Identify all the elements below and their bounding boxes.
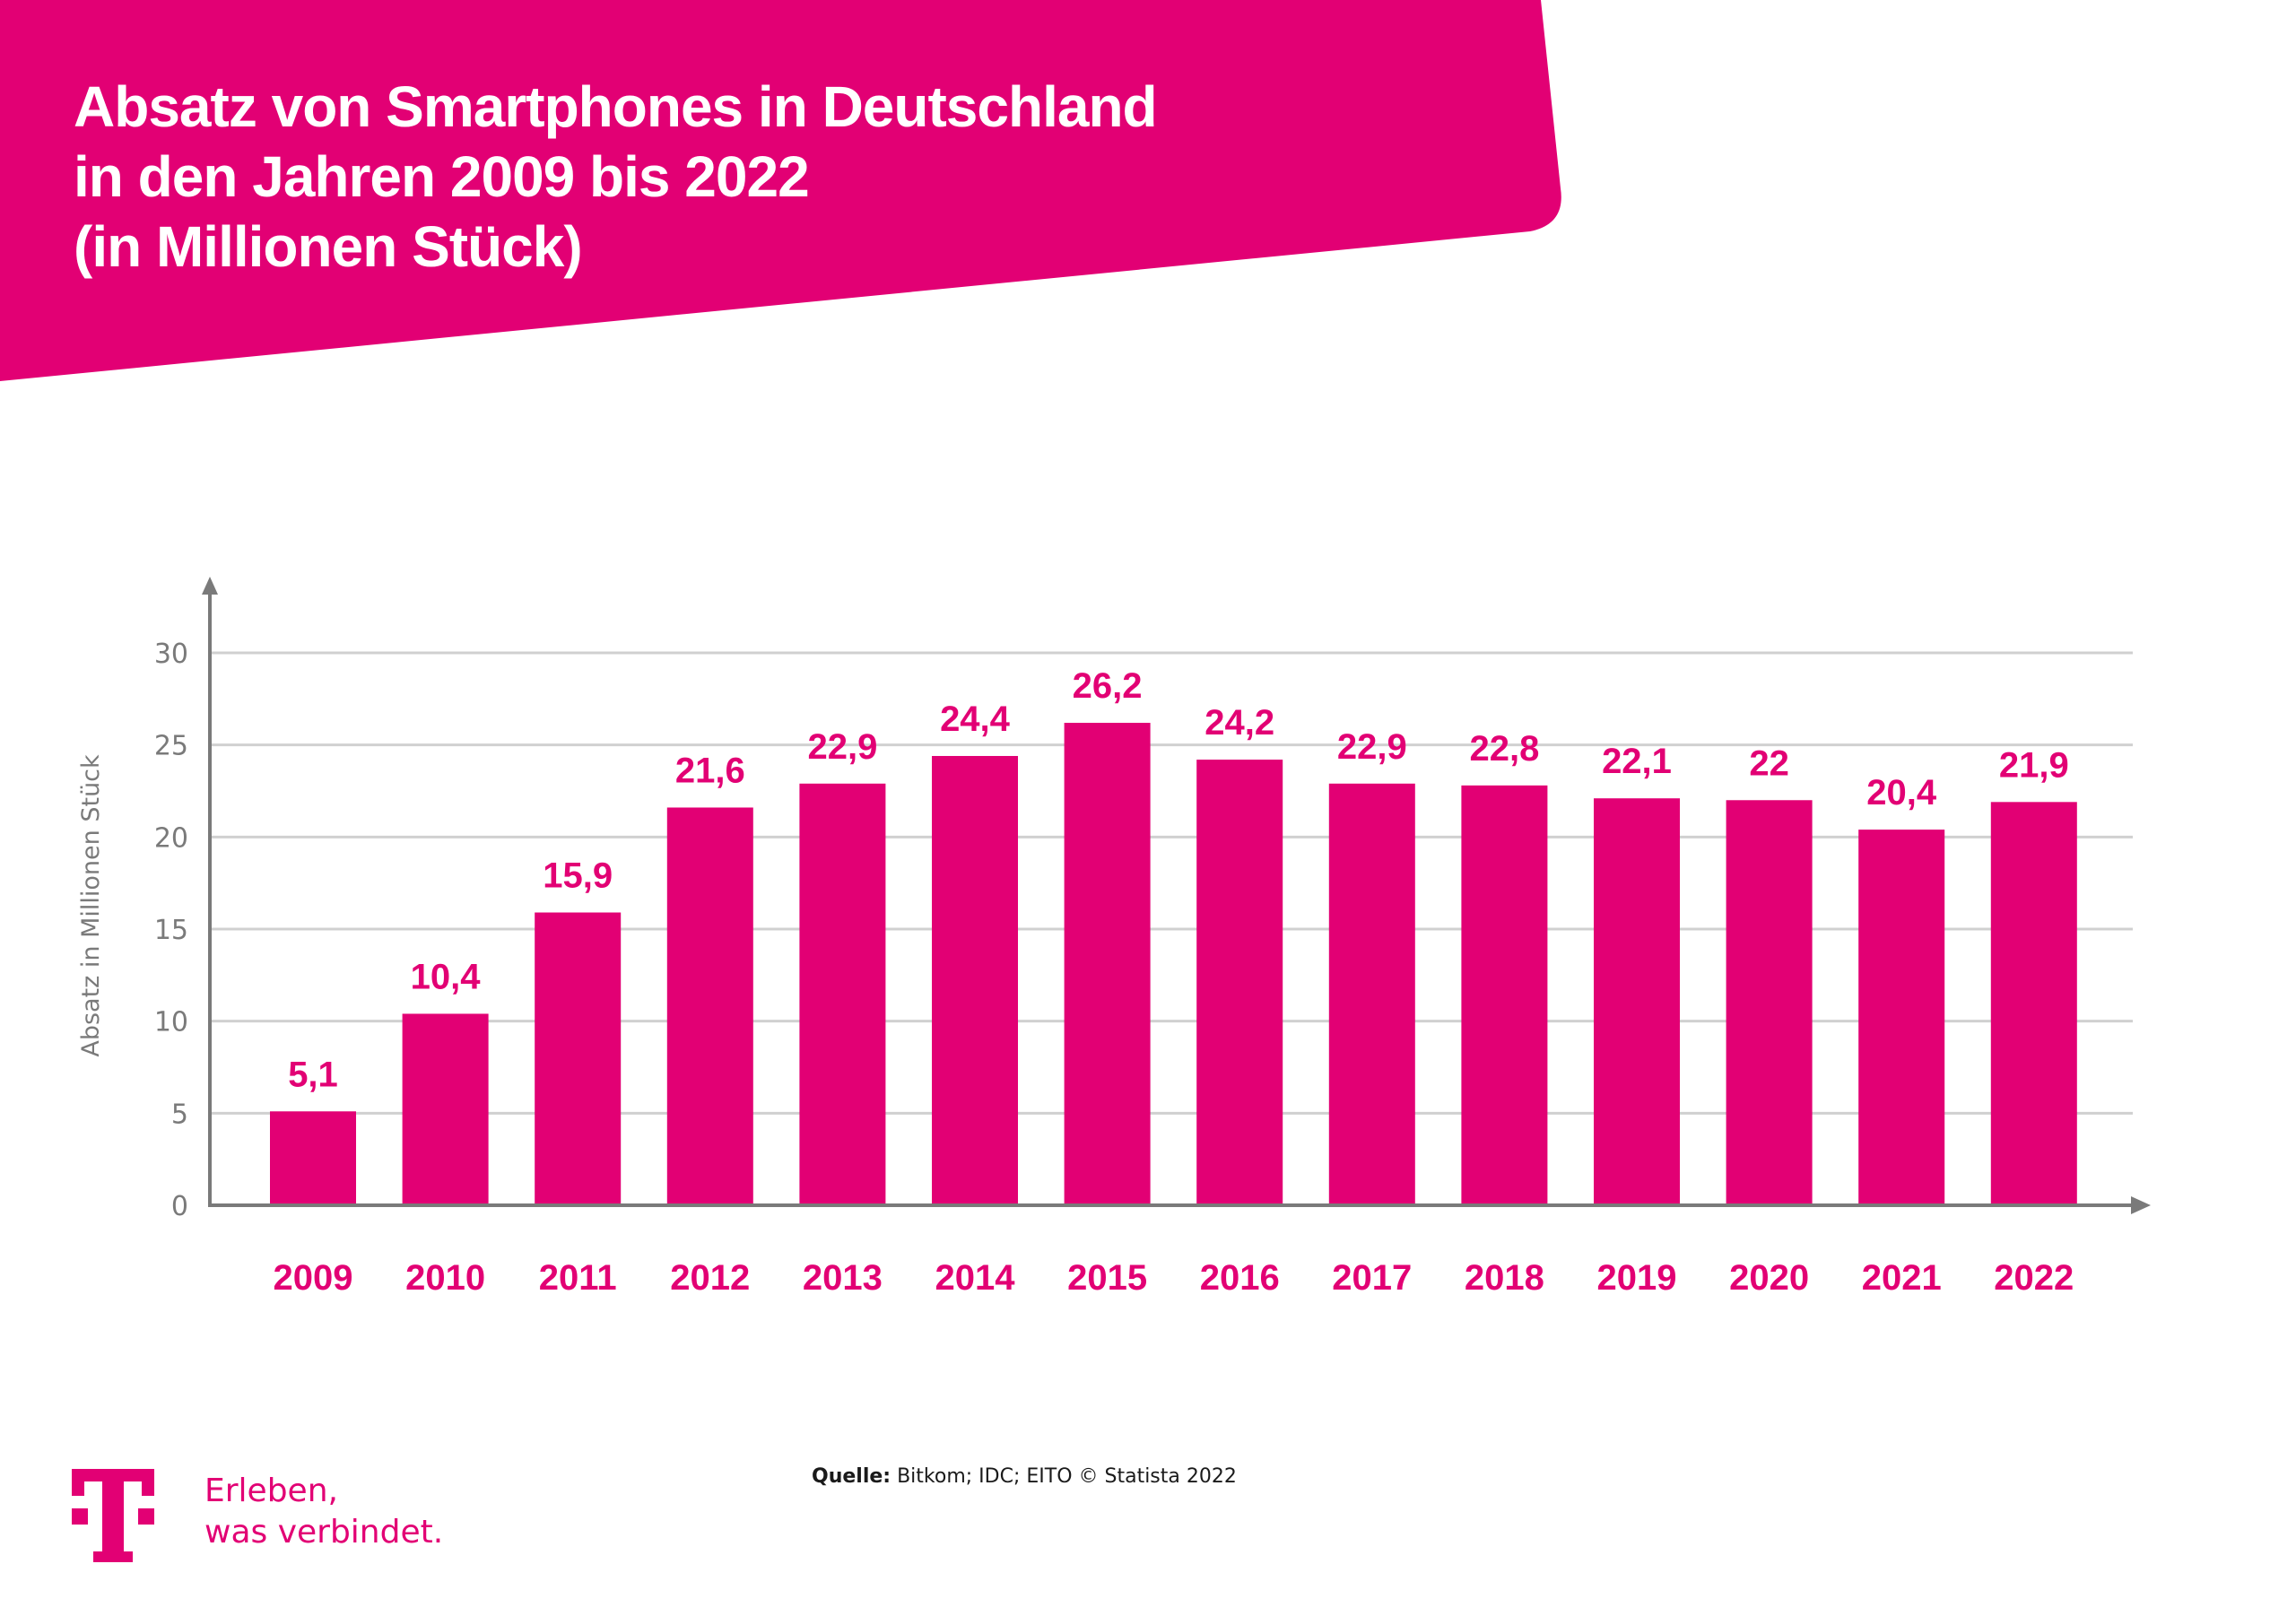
x-tick-labels: 2009 2010 2011 2012 2013 2014 2015 2016 2017 2018… (274, 1258, 2074, 1298)
x-tick-label: 2019 (1597, 1258, 1677, 1298)
page-title: Absatz von Smartphones in Deutschland in… (74, 72, 1158, 282)
x-tick-label: 2018 (1465, 1258, 1544, 1298)
bar-2013 (799, 783, 886, 1205)
value-label: 22,9 (1337, 727, 1407, 767)
bar-2017 (1328, 783, 1415, 1205)
source-label: Quelle: (812, 1465, 891, 1488)
y-tick-labels: 0 5 10 15 20 25 30 (154, 639, 188, 1222)
x-tick-label: 2013 (803, 1258, 883, 1298)
value-label: 24,4 (940, 699, 1011, 739)
source-text: Bitkom; IDC; EITO © Statista 2022 (891, 1465, 1237, 1488)
value-label: 15,9 (543, 856, 613, 896)
x-tick-label: 2016 (1200, 1258, 1280, 1298)
bar-2016 (1196, 760, 1283, 1205)
value-label: 26,2 (1073, 666, 1143, 706)
gridlines (210, 651, 2133, 1115)
bar-2009 (270, 1111, 356, 1205)
y-axis-label: Absatz in Millionen Stück (77, 754, 105, 1057)
value-label: 22 (1749, 743, 1789, 783)
bar-2010 (402, 1013, 489, 1205)
slogan-line-2: was verbindet. (204, 1514, 444, 1551)
bar-2018 (1461, 785, 1548, 1205)
x-axis-arrow-icon (2131, 1196, 2151, 1214)
bar-2022 (1990, 802, 2077, 1205)
value-label: 24,2 (1205, 703, 1274, 743)
bar-2021 (1858, 830, 1945, 1205)
y-tick-label: 5 (171, 1099, 188, 1130)
x-tick-label: 2020 (1729, 1258, 1809, 1298)
axes (202, 577, 2151, 1214)
value-label: 22,1 (1602, 742, 1672, 781)
x-tick-label: 2021 (1862, 1258, 1942, 1298)
value-labels: 5,1 10,4 15,9 21,6 22,9 24,4 26,2 24,2 22,9 22,8 2… (288, 666, 2069, 1094)
header-banner-shape (0, 0, 1561, 381)
y-tick-label: 0 (171, 1191, 188, 1222)
x-tick-label: 2017 (1332, 1258, 1412, 1298)
x-tick-label: 2014 (935, 1258, 1016, 1298)
bar-2020 (1726, 800, 1813, 1205)
bar-2015 (1064, 723, 1151, 1205)
x-tick-label: 2015 (1067, 1258, 1147, 1298)
x-tick-label: 2012 (670, 1258, 750, 1298)
value-label: 10,4 (411, 957, 482, 996)
slogan: Erleben, was verbindet. (204, 1471, 443, 1553)
value-label: 5,1 (288, 1055, 338, 1094)
slogan-line-1: Erleben, (204, 1473, 338, 1509)
value-label: 22,8 (1469, 729, 1539, 769)
telekom-t-logo-icon (72, 1469, 154, 1562)
bar-2012 (666, 807, 753, 1205)
y-tick-label: 30 (154, 639, 188, 670)
value-label: 21,9 (1999, 745, 2069, 785)
source-note: Quelle: Bitkom; IDC; EITO © Statista 202… (812, 1465, 1237, 1488)
y-tick-label: 25 (154, 731, 188, 762)
y-tick-label: 15 (154, 915, 188, 946)
title-line-3: (in Millionen Stück) (74, 214, 583, 279)
title-line-1: Absatz von Smartphones in Deutschland (74, 74, 1158, 139)
x-tick-label: 2010 (405, 1258, 485, 1298)
value-label: 22,9 (807, 727, 877, 767)
bar-2014 (932, 755, 1018, 1205)
y-tick-label: 20 (154, 822, 188, 854)
x-tick-label: 2022 (1994, 1258, 2074, 1298)
value-label: 21,6 (675, 751, 745, 790)
x-tick-label: 2011 (539, 1258, 617, 1298)
bars (270, 723, 2077, 1205)
bar-2011 (535, 912, 622, 1205)
title-line-2: in den Jahren 2009 bis 2022 (74, 144, 810, 209)
bar-2019 (1594, 798, 1680, 1205)
value-label: 20,4 (1866, 773, 1937, 812)
x-tick-label: 2009 (274, 1258, 353, 1298)
y-axis-arrow-icon (202, 577, 218, 595)
y-tick-label: 10 (154, 1007, 188, 1038)
